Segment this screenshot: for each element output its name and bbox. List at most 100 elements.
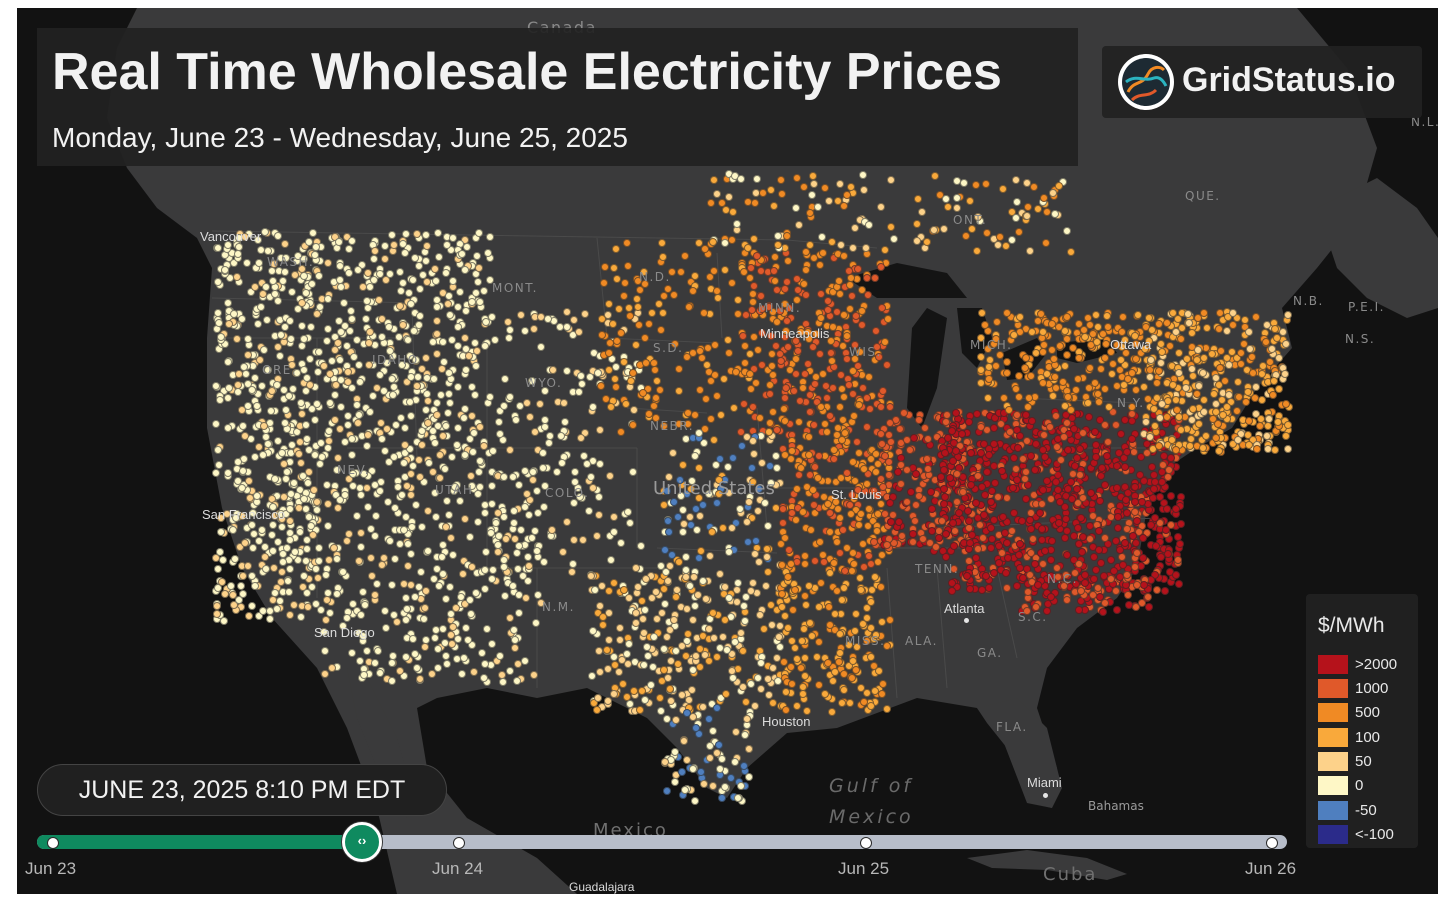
price-node [700,308,709,317]
price-node [1171,571,1180,579]
price-node [690,452,699,461]
price-node [396,414,405,423]
price-node [878,617,887,626]
price-node [628,420,637,429]
timeline-handle[interactable]: ‹› [342,822,382,862]
price-node [378,332,387,341]
legend-swatch [1318,679,1348,698]
price-node [751,379,760,388]
price-node [217,332,226,341]
price-node [1037,499,1046,508]
price-node [1228,320,1237,329]
price-node [1194,419,1203,428]
price-node [709,176,718,185]
price-node [511,416,520,425]
price-node [318,452,327,461]
price-node [942,411,951,420]
price-node [1183,309,1192,318]
map-frame[interactable]: Canada QUE. ONT. N.B. P.E.I. N.S. N.L. W… [17,8,1438,894]
price-node [1265,414,1274,423]
price-node [737,781,746,790]
price-node [611,383,620,392]
label-mont: MONT. [492,281,538,295]
price-node [1131,482,1140,491]
price-node [390,382,399,391]
price-node [1113,523,1122,532]
price-node [214,319,223,328]
price-node [1284,444,1293,453]
price-node [285,565,294,573]
timeline-tick[interactable] [47,837,59,849]
price-node [1095,545,1104,554]
price-node [1075,353,1083,362]
price-node [659,666,668,675]
price-node [1103,437,1112,446]
price-node [801,601,810,610]
label-sc: S.C. [1018,610,1048,624]
price-node [762,553,771,562]
price-node [1093,389,1102,398]
price-node [280,385,289,394]
price-node [1074,539,1083,548]
price-node [487,528,496,537]
price-node [751,549,759,558]
price-node [836,513,845,522]
price-node [1144,603,1153,612]
price-node [606,471,615,480]
price-node [239,362,248,371]
price-node [779,405,788,413]
gridstatus-logo[interactable]: GridStatus.io [1102,46,1422,118]
timeline-tick[interactable] [453,837,465,849]
price-node [1022,211,1031,220]
timeline-tick[interactable] [1266,837,1278,849]
legend-swatch [1318,728,1348,747]
price-node [998,466,1007,475]
price-node [887,222,896,231]
price-node [741,616,750,625]
price-node [1062,226,1071,235]
price-node [1088,590,1097,599]
price-node [436,390,445,399]
timeline-tick[interactable] [860,837,872,849]
price-node [678,527,687,536]
price-node [614,304,623,313]
price-node [453,342,462,351]
price-node [321,570,330,579]
price-node [818,370,827,378]
price-node [682,755,691,764]
price-node [1116,355,1125,364]
price-node [942,552,951,561]
price-node [521,593,530,602]
price-node [284,577,292,586]
price-node [886,403,894,411]
city-atlanta-dot [964,618,969,623]
price-node [423,396,432,405]
price-node [742,697,750,706]
price-node [612,274,621,283]
price-node [461,366,470,375]
price-node [272,381,281,390]
price-node [753,674,762,682]
price-node [873,459,882,468]
price-node [1257,369,1266,378]
price-node [494,532,503,541]
price-node [365,339,373,347]
price-node [1002,583,1011,592]
price-node [625,699,634,708]
price-node [1063,445,1072,454]
price-node [599,278,608,287]
price-node [960,178,969,187]
price-node [800,551,809,560]
price-node [1084,412,1093,421]
label-colo: COLO. [545,486,590,500]
price-node [1164,549,1173,558]
timeline-track[interactable] [37,835,1287,849]
price-node [288,441,296,450]
price-node [505,325,514,334]
price-node [826,349,835,357]
price-node [348,482,357,491]
timeline-label: Jun 23 [25,859,77,878]
price-node [1131,507,1140,516]
price-node [944,202,953,211]
price-node [227,581,236,590]
